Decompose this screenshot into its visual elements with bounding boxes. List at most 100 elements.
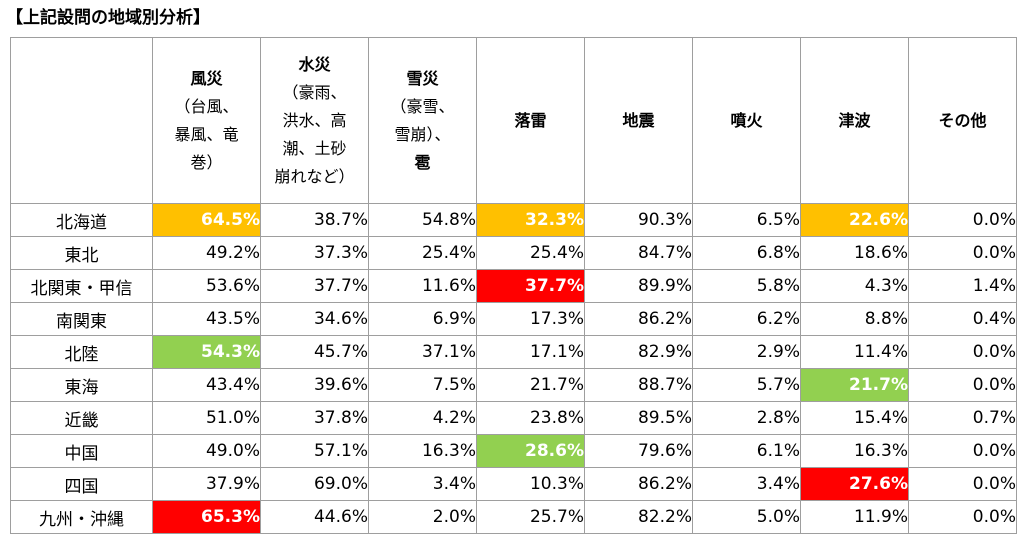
column-name: 風災 — [190, 68, 223, 88]
regional-analysis-table: 風災 （台風、 暴風、竜 巻） 水災 （豪雨、 洪水、高 潮、土砂 崩れなど） 雪災… — [10, 37, 1017, 534]
column-name: 津波 — [838, 110, 871, 130]
value-cell: 65.3% — [152, 500, 261, 534]
value-cell: 82.2% — [584, 500, 693, 534]
region-cell: 南関東 — [10, 302, 153, 336]
value-cell: 0.0% — [908, 467, 1017, 501]
value-cell: 84.7% — [584, 236, 693, 270]
value-cell: 6.2% — [692, 302, 801, 336]
value-cell: 25.7% — [476, 500, 585, 534]
value-cell: 57.1% — [260, 434, 369, 468]
table-row: 中国 49.0% 57.1% 16.3% 28.6% 79.6% 6.1% 16.3% 0.0% — [10, 434, 1017, 468]
value-cell: 17.1% — [476, 335, 585, 369]
value-cell: 0.0% — [908, 203, 1017, 237]
value-cell: 37.3% — [260, 236, 369, 270]
region-cell: 北海道 — [10, 203, 153, 237]
value-cell: 54.3% — [152, 335, 261, 369]
value-cell: 64.5% — [152, 203, 261, 237]
region-cell: 北陸 — [10, 335, 153, 369]
value-cell: 43.4% — [152, 368, 261, 402]
column-subtitle: （豪雨、 洪水、高 潮、土砂 崩れなど） — [274, 82, 355, 186]
region-cell: 東海 — [10, 368, 153, 402]
value-cell: 38.7% — [260, 203, 369, 237]
value-cell: 43.5% — [152, 302, 261, 336]
value-cell: 0.0% — [908, 368, 1017, 402]
value-cell: 17.3% — [476, 302, 585, 336]
value-cell: 0.0% — [908, 434, 1017, 468]
value-cell: 5.7% — [692, 368, 801, 402]
value-cell: 0.0% — [908, 335, 1017, 369]
column-name: 水災 — [298, 54, 331, 74]
value-cell: 21.7% — [476, 368, 585, 402]
region-cell: 四国 — [10, 467, 153, 501]
value-cell: 37.8% — [260, 401, 369, 435]
region-cell: 東北 — [10, 236, 153, 270]
column-subtitle: （台風、 暴風、竜 巻） — [174, 96, 239, 172]
column-name: 地震 — [622, 110, 655, 130]
value-cell: 0.0% — [908, 236, 1017, 270]
value-cell: 6.9% — [368, 302, 477, 336]
value-cell: 86.2% — [584, 302, 693, 336]
table-row: 九州・沖縄 65.3% 44.6% 2.0% 25.7% 82.2% 5.0% 11.9% 0.… — [10, 500, 1017, 534]
value-cell: 22.6% — [800, 203, 909, 237]
value-cell: 0.0% — [908, 500, 1017, 534]
value-cell: 39.6% — [260, 368, 369, 402]
value-cell: 6.8% — [692, 236, 801, 270]
header-row: 風災 （台風、 暴風、竜 巻） 水災 （豪雨、 洪水、高 潮、土砂 崩れなど） 雪災… — [10, 37, 1017, 204]
column-name: 落雷 — [514, 110, 547, 130]
value-cell: 90.3% — [584, 203, 693, 237]
table-row: 四国 37.9% 69.0% 3.4% 10.3% 86.2% 3.4% 27.6% 0.0% — [10, 467, 1017, 501]
value-cell: 1.4% — [908, 269, 1017, 303]
column-header: 雪災 （豪雪、 雪崩）、雹 — [368, 37, 477, 204]
value-cell: 79.6% — [584, 434, 693, 468]
table-row: 北海道 64.5% 38.7% 54.8% 32.3% 90.3% 6.5% 22.6% 0.0… — [10, 203, 1017, 237]
value-cell: 3.4% — [692, 467, 801, 501]
value-cell: 5.8% — [692, 269, 801, 303]
table-row: 近畿 51.0% 37.8% 4.2% 23.8% 89.5% 2.8% 15.4% 0.7% — [10, 401, 1017, 435]
table-row: 東北 49.2% 37.3% 25.4% 25.4% 84.7% 6.8% 18.6% 0.0% — [10, 236, 1017, 270]
value-cell: 44.6% — [260, 500, 369, 534]
value-cell: 49.2% — [152, 236, 261, 270]
value-cell: 10.3% — [476, 467, 585, 501]
value-cell: 21.7% — [800, 368, 909, 402]
value-cell: 89.9% — [584, 269, 693, 303]
value-cell: 69.0% — [260, 467, 369, 501]
table-row: 北陸 54.3% 45.7% 37.1% 17.1% 82.9% 2.9% 11.4% 0.0% — [10, 335, 1017, 369]
value-cell: 11.9% — [800, 500, 909, 534]
value-cell: 23.8% — [476, 401, 585, 435]
value-cell: 49.0% — [152, 434, 261, 468]
value-cell: 15.4% — [800, 401, 909, 435]
value-cell: 37.9% — [152, 467, 261, 501]
column-subtitle: （豪雪、 雪崩）、 — [390, 96, 455, 144]
value-cell: 6.5% — [692, 203, 801, 237]
value-cell: 37.1% — [368, 335, 477, 369]
value-cell: 11.6% — [368, 269, 477, 303]
value-cell: 25.4% — [476, 236, 585, 270]
value-cell: 18.6% — [800, 236, 909, 270]
table-row: 北関東・甲信 53.6% 37.7% 11.6% 37.7% 89.9% 5.8% 4.3% 1… — [10, 269, 1017, 303]
value-cell: 45.7% — [260, 335, 369, 369]
column-header: 風災 （台風、 暴風、竜 巻） — [152, 37, 261, 204]
value-cell: 32.3% — [476, 203, 585, 237]
value-cell: 28.6% — [476, 434, 585, 468]
value-cell: 37.7% — [476, 269, 585, 303]
value-cell: 2.9% — [692, 335, 801, 369]
table-body: 北海道 64.5% 38.7% 54.8% 32.3% 90.3% 6.5% 22.6% 0.0… — [10, 203, 1017, 534]
region-cell: 近畿 — [10, 401, 153, 435]
region-header-cell — [10, 37, 153, 204]
column-header: 地震 — [584, 37, 693, 204]
value-cell: 5.0% — [692, 500, 801, 534]
column-header: その他 — [908, 37, 1017, 204]
value-cell: 86.2% — [584, 467, 693, 501]
value-cell: 2.0% — [368, 500, 477, 534]
value-cell: 4.2% — [368, 401, 477, 435]
column-header: 噴火 — [692, 37, 801, 204]
value-cell: 7.5% — [368, 368, 477, 402]
value-cell: 25.4% — [368, 236, 477, 270]
column-header: 水災 （豪雨、 洪水、高 潮、土砂 崩れなど） — [260, 37, 369, 204]
value-cell: 6.1% — [692, 434, 801, 468]
value-cell: 3.4% — [368, 467, 477, 501]
value-cell: 89.5% — [584, 401, 693, 435]
column-name: 雪災 — [406, 68, 439, 88]
value-cell: 8.8% — [800, 302, 909, 336]
column-name: その他 — [938, 110, 987, 130]
